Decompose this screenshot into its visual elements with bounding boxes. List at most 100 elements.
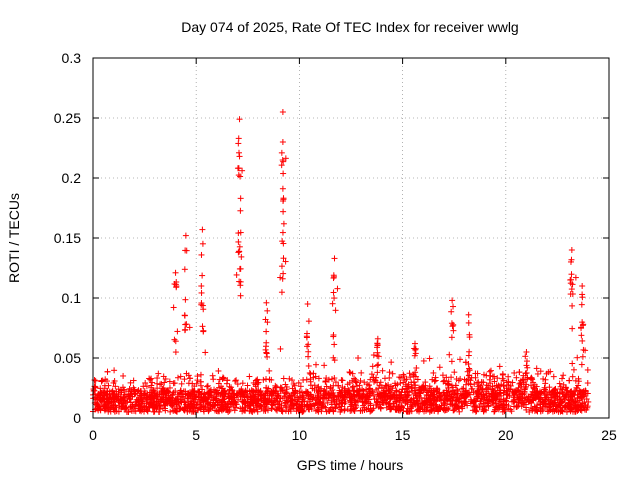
data-point	[323, 383, 330, 390]
data-point	[229, 387, 236, 394]
data-point	[224, 377, 231, 384]
data-point	[579, 291, 586, 298]
data-point	[550, 373, 557, 380]
data-point	[411, 345, 418, 352]
data-point	[494, 375, 501, 382]
data-point	[299, 392, 306, 399]
data-point	[488, 396, 495, 403]
data-point	[304, 402, 311, 409]
grid-lines	[93, 58, 609, 418]
data-point	[487, 372, 494, 379]
data-point	[94, 395, 101, 402]
data-point	[154, 394, 161, 401]
data-point	[183, 247, 190, 254]
data-point	[154, 375, 161, 382]
data-point	[567, 401, 574, 408]
data-point	[406, 408, 413, 415]
data-point	[280, 208, 287, 215]
data-point	[515, 402, 522, 409]
data-point	[254, 376, 261, 383]
data-point	[198, 283, 205, 290]
data-point	[277, 274, 284, 281]
data-point	[115, 388, 122, 395]
data-point	[375, 385, 382, 392]
data-point	[317, 391, 324, 398]
data-point	[579, 337, 586, 344]
data-point	[472, 370, 479, 377]
data-point	[170, 407, 177, 414]
data-point	[197, 406, 204, 413]
data-point	[547, 399, 554, 406]
data-point	[92, 377, 99, 384]
data-point	[239, 398, 246, 405]
data-point	[578, 301, 585, 308]
data-point	[448, 308, 455, 315]
data-point	[513, 374, 520, 381]
data-point	[133, 396, 140, 403]
data-point	[449, 397, 456, 404]
data-point	[336, 404, 343, 411]
data-point	[289, 377, 296, 384]
y-tick-label: 0.3	[62, 50, 82, 66]
data-point	[339, 400, 346, 407]
data-point	[204, 400, 211, 407]
data-point	[266, 392, 273, 399]
data-point	[569, 360, 576, 367]
data-point	[241, 389, 248, 396]
data-point	[499, 401, 506, 408]
data-point	[560, 372, 567, 379]
data-point	[255, 379, 262, 386]
data-point	[127, 379, 134, 386]
data-point	[331, 357, 338, 364]
data-point	[554, 401, 561, 408]
data-point	[279, 139, 286, 145]
data-point	[297, 383, 304, 390]
data-point	[183, 321, 190, 328]
data-point	[209, 372, 216, 379]
data-point	[237, 265, 244, 272]
data-point	[173, 399, 180, 406]
data-point	[451, 407, 458, 414]
data-point	[431, 391, 438, 398]
data-point	[149, 402, 156, 409]
data-point	[187, 400, 194, 407]
data-point	[113, 408, 120, 415]
data-point	[450, 303, 457, 310]
data-point	[194, 407, 201, 414]
data-point	[185, 391, 192, 398]
data-point	[237, 207, 244, 214]
data-point	[348, 399, 355, 406]
data-point	[537, 368, 544, 375]
data-point	[388, 393, 395, 400]
data-point	[465, 372, 472, 379]
data-point	[257, 392, 264, 399]
data-point	[264, 399, 271, 406]
data-point	[199, 302, 206, 309]
data-point	[315, 406, 322, 413]
data-point	[174, 374, 181, 381]
data-point	[381, 385, 388, 392]
data-point	[358, 369, 365, 376]
data-point	[454, 403, 461, 410]
data-point	[498, 392, 505, 399]
data-point	[280, 240, 287, 247]
data-point	[130, 377, 137, 384]
data-point	[263, 339, 270, 346]
data-point	[319, 403, 326, 410]
data-point	[290, 380, 297, 387]
data-point	[400, 371, 407, 378]
data-point	[189, 404, 196, 411]
data-point	[116, 402, 123, 409]
data-point	[349, 384, 356, 391]
data-point	[559, 386, 566, 393]
data-point	[412, 346, 419, 353]
data-point	[235, 249, 242, 256]
data-point	[177, 387, 184, 394]
data-point	[449, 297, 456, 304]
data-point	[398, 389, 405, 396]
data-point	[328, 397, 335, 404]
data-point	[199, 226, 206, 233]
data-point	[469, 407, 476, 414]
data-point	[155, 370, 162, 377]
data-point	[511, 369, 518, 376]
